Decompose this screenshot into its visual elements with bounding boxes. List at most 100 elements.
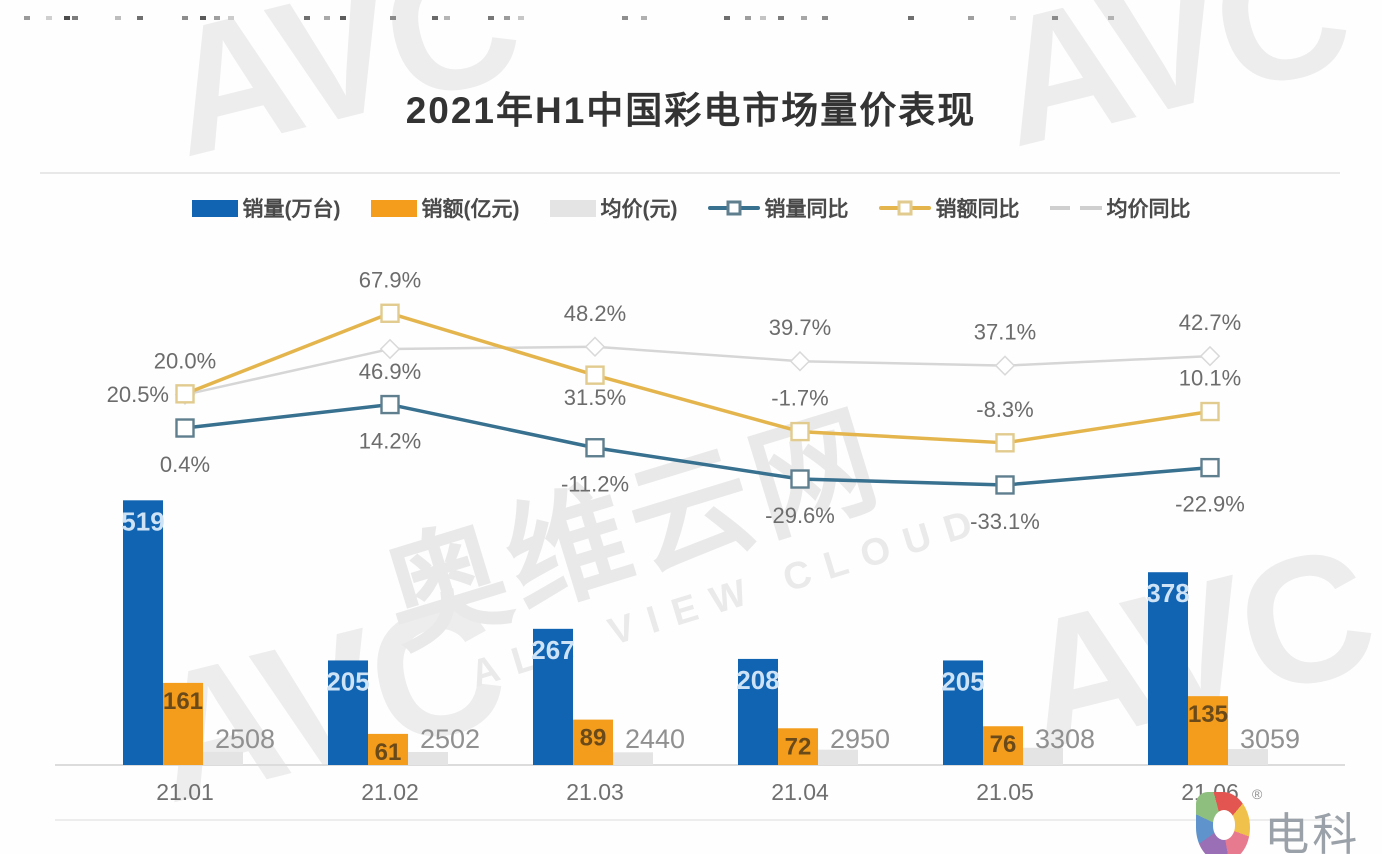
volume-bar-21.03 (533, 628, 573, 765)
top-divider-line (40, 172, 1340, 174)
yoy-line-销量同比 (184, 402, 1211, 487)
marker-销额同比-21.05 (995, 433, 1015, 453)
marker-均价同比-21.04 (789, 350, 811, 372)
yoy-label-销额同比-21.03: 31.5% (564, 385, 626, 410)
yoy-label-均价同比-21.01: 20.0% (154, 349, 216, 374)
volume-bar-label-21.05: 205 (941, 666, 984, 696)
revenue-bar-21.04 (778, 728, 818, 765)
legend-label: 销量(万台) (242, 198, 341, 221)
price-value-label-21.03: 2440 (625, 724, 685, 754)
price-value-label-21.02: 2502 (420, 724, 480, 754)
yoy-label-均价同比-21.04: 39.7% (769, 315, 831, 340)
price-bar-21.01 (203, 751, 243, 765)
price-value-label-21.06: 3059 (1240, 724, 1300, 754)
legend-swatch-revenue (370, 199, 417, 217)
revenue-bar-21.05 (983, 726, 1023, 765)
volume-bar-21.05 (943, 660, 983, 765)
legend-swatch-price (549, 199, 596, 217)
yoy-label-销量同比-21.01: 0.4% (160, 452, 210, 477)
yoy-label-均价同比-21.06: 42.7% (1179, 310, 1241, 335)
volume-bar-21.02 (328, 660, 368, 765)
marker-销量同比-21.03 (585, 438, 605, 458)
revenue-bar-21.01 (163, 682, 203, 765)
price-value-label-21.05: 3308 (1035, 724, 1095, 754)
revenue-bar-label-21.06: 135 (1188, 701, 1228, 728)
revenue-bar-21.06 (1188, 696, 1228, 765)
registered-trademark-symbol: ® (1251, 786, 1263, 802)
legend-label: 均价(元) (600, 198, 678, 221)
legend-line-revenue-yoy-icon (878, 199, 931, 217)
marker-销量同比-21.01 (175, 418, 195, 438)
price-bar-21.02 (408, 751, 448, 765)
dianjishu-brand-logo: ® 电科技 (1196, 784, 1382, 854)
volume-bar-21.01 (123, 500, 163, 765)
marker-销量同比-21.06 (1200, 457, 1220, 478)
chart-title: 2021年H1中国彩电市场量价表现 (405, 90, 977, 131)
revenue-bar-21.02 (368, 733, 408, 765)
volume-bar-label-21.03: 267 (531, 635, 574, 665)
marker-均价同比-21.05 (994, 355, 1016, 376)
yoy-label-销额同比-21.05: -8.3% (976, 397, 1033, 422)
volume-bar-21.06 (1148, 572, 1188, 765)
marker-销量同比-21.04 (790, 469, 810, 489)
marker-销量同比-21.05 (995, 475, 1015, 495)
category-label-21.01: 21.01 (156, 779, 214, 805)
legend-swatch-volume (191, 199, 238, 217)
yoy-label-销额同比-21.06: 10.1% (1179, 366, 1241, 391)
yoy-label-销量同比-21.04: -29.6% (765, 503, 835, 528)
marker-销额同比-21.06 (1200, 401, 1220, 422)
yoy-label-均价同比-21.03: 48.2% (564, 301, 626, 326)
category-label-21.03: 21.03 (566, 779, 624, 805)
revenue-bar-label-21.03: 89 (580, 725, 607, 752)
legend-line-volume-yoy-icon (707, 199, 760, 217)
yoy-line-均价同比 (184, 345, 1211, 396)
legend-item-sales-revenue: 销额(亿元) (370, 193, 520, 223)
revenue-bar-label-21.05: 76 (990, 731, 1017, 758)
dianjishu-pinwheel-icon (1196, 792, 1250, 854)
revenue-bar-21.03 (573, 719, 613, 765)
price-bar-21.05 (1023, 747, 1063, 765)
price-value-label-21.04: 2950 (830, 724, 890, 754)
yoy-line-销额同比 (184, 311, 1211, 445)
legend-item-avg-price: 均价(元) (549, 193, 678, 223)
yoy-label-均价同比-21.05: 37.1% (974, 320, 1036, 345)
price-bar-21.03 (613, 752, 653, 765)
legend-item-volume-yoy: 销量同比 (707, 193, 849, 223)
category-label-21.05: 21.05 (976, 779, 1034, 805)
volume-bar-label-21.04: 208 (736, 665, 779, 695)
category-label-21.02: 21.02 (361, 779, 419, 805)
chart-legend: 销量(万台) 销额(亿元) 均价(元) 销量同比 销额同比 均价同比 (0, 193, 1382, 223)
volume-bar-label-21.02: 205 (326, 666, 369, 696)
yoy-label-销量同比-21.02: 14.2% (359, 429, 421, 454)
category-label-21.04: 21.04 (771, 779, 829, 805)
yoy-label-销量同比-21.05: -33.1% (970, 509, 1040, 534)
legend-label: 销额(亿元) (421, 198, 520, 221)
revenue-bar-label-21.04: 72 (785, 733, 812, 760)
marker-销量同比-21.02 (380, 394, 400, 415)
yoy-label-销额同比-21.01: 20.5% (107, 382, 169, 407)
legend-dash-price-yoy-icon (1049, 206, 1102, 210)
price-value-label-21.01: 2508 (215, 724, 275, 754)
legend-item-revenue-yoy: 销额同比 (878, 193, 1020, 223)
marker-均价同比-21.03 (584, 336, 606, 358)
volume-bar-label-21.06: 378 (1146, 578, 1189, 608)
legend-item-sales-volume: 销量(万台) (191, 193, 341, 223)
yoy-label-均价同比-21.02: 46.9% (359, 359, 421, 384)
bottom-divider-line (55, 819, 1345, 821)
legend-label: 销量同比 (764, 198, 849, 221)
yoy-label-销量同比-21.06: -22.9% (1175, 492, 1245, 517)
yoy-label-销量同比-21.03: -11.2% (561, 472, 629, 497)
legend-label: 销额同比 (935, 198, 1020, 221)
yoy-label-销额同比-21.04: -1.7% (771, 386, 828, 411)
revenue-bar-label-21.01: 161 (163, 688, 203, 715)
yoy-label-销额同比-21.02: 67.9% (359, 267, 421, 292)
marker-销额同比-21.04 (790, 421, 810, 442)
dianjishu-brand-text: 电科技 (1264, 809, 1361, 854)
marker-销额同比-21.01 (175, 384, 195, 404)
marker-均价同比-21.02 (379, 338, 401, 360)
marker-均价同比-21.06 (1199, 345, 1221, 367)
volume-bar-label-21.01: 519 (121, 506, 164, 536)
legend-item-price-yoy: 均价同比 (1049, 193, 1191, 223)
